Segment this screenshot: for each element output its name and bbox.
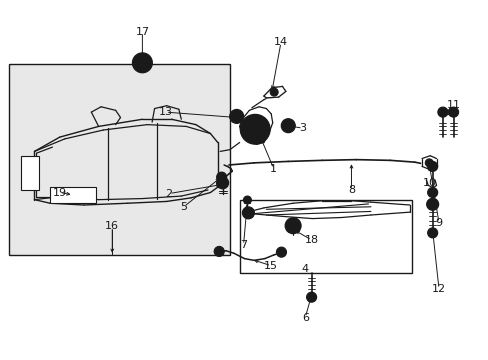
Circle shape	[140, 61, 144, 65]
Text: 3: 3	[299, 123, 305, 133]
Text: 9: 9	[434, 218, 442, 228]
Text: 5: 5	[180, 202, 187, 212]
Text: 10: 10	[423, 178, 436, 188]
Circle shape	[270, 88, 278, 96]
Circle shape	[427, 228, 437, 238]
Text: 2: 2	[165, 189, 172, 199]
Circle shape	[437, 107, 447, 117]
Text: 19: 19	[53, 188, 67, 198]
Circle shape	[216, 172, 226, 182]
Text: 4: 4	[301, 264, 308, 274]
Text: 13: 13	[159, 107, 172, 117]
Text: 11: 11	[446, 100, 460, 110]
Circle shape	[306, 292, 316, 302]
Polygon shape	[264, 86, 285, 98]
Text: 17: 17	[135, 27, 149, 37]
Circle shape	[251, 125, 259, 133]
Bar	[239, 200, 411, 273]
Circle shape	[214, 247, 224, 256]
Bar	[50, 187, 96, 203]
Circle shape	[281, 119, 295, 132]
Text: 7: 7	[240, 240, 246, 250]
Circle shape	[247, 121, 263, 137]
Circle shape	[216, 177, 228, 189]
Bar	[21, 156, 39, 190]
Text: 12: 12	[431, 284, 445, 294]
Circle shape	[240, 114, 269, 144]
Text: 16: 16	[105, 221, 119, 231]
Circle shape	[426, 198, 438, 210]
Text: 6: 6	[301, 312, 308, 323]
Bar	[9, 64, 229, 255]
Text: 14: 14	[273, 37, 287, 48]
Circle shape	[285, 218, 301, 234]
Circle shape	[242, 207, 254, 219]
Text: 15: 15	[264, 261, 278, 271]
Circle shape	[425, 159, 432, 167]
Text: 8: 8	[347, 185, 354, 195]
Circle shape	[427, 188, 437, 198]
Circle shape	[288, 222, 297, 230]
Circle shape	[427, 162, 437, 171]
Circle shape	[243, 196, 251, 204]
Text: 18: 18	[304, 235, 318, 245]
Circle shape	[132, 53, 152, 73]
Circle shape	[276, 247, 286, 257]
Circle shape	[447, 107, 458, 117]
Circle shape	[229, 109, 243, 123]
Circle shape	[137, 58, 147, 68]
Text: 1: 1	[270, 163, 277, 174]
Polygon shape	[421, 156, 436, 169]
